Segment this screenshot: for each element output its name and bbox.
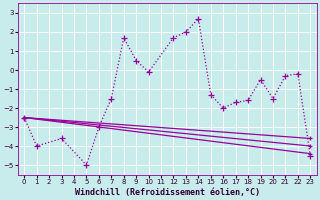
X-axis label: Windchill (Refroidissement éolien,°C): Windchill (Refroidissement éolien,°C) xyxy=(75,188,260,197)
